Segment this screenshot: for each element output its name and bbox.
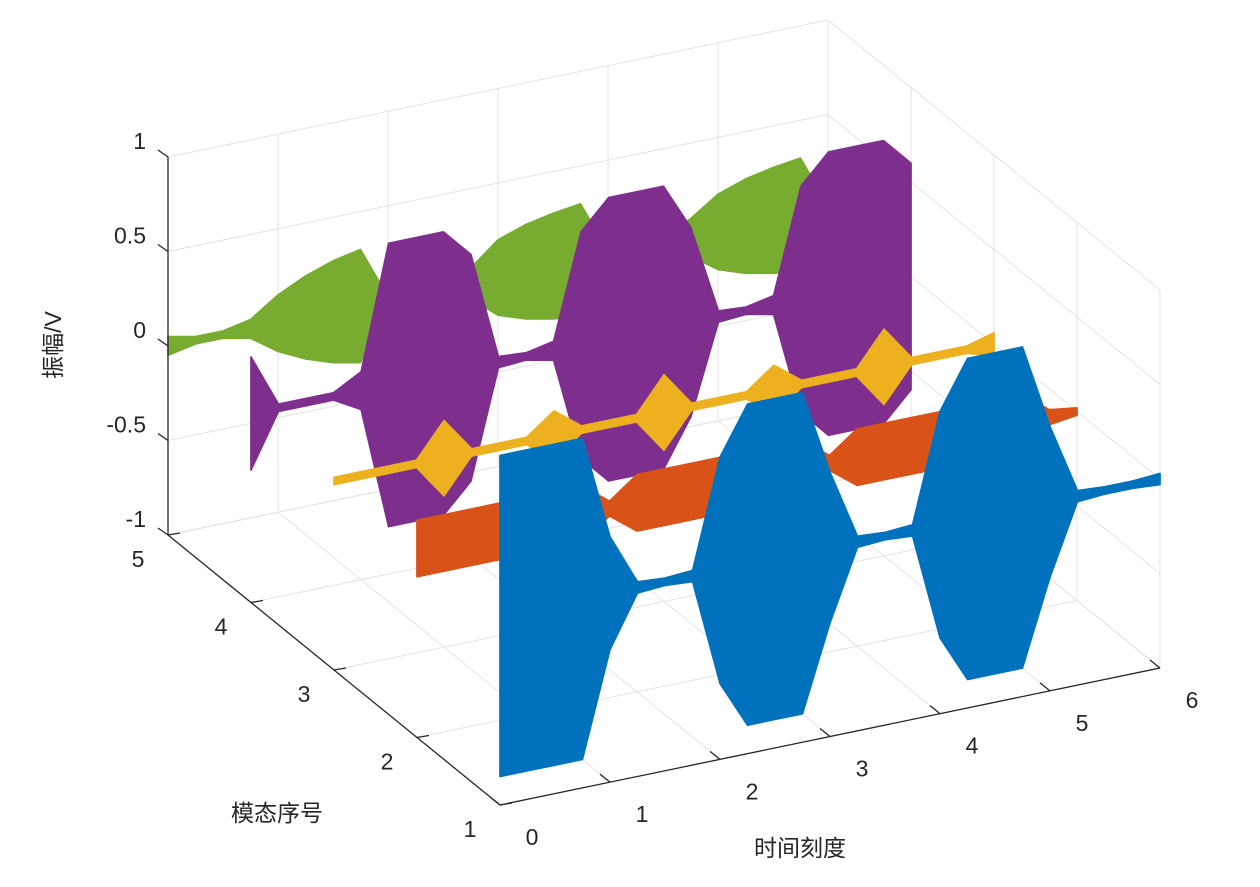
z-tick-label: -0.5: [106, 412, 146, 438]
x-tick-label: 1: [636, 801, 649, 827]
tick-mark: [819, 727, 831, 738]
z-tick-label: 1: [133, 128, 146, 154]
x-tick-label: 2: [746, 778, 759, 804]
tick-mark: [599, 773, 611, 783]
tick-mark: [333, 667, 347, 671]
tick-mark: [929, 705, 941, 715]
grid-line: [827, 19, 1161, 291]
grid-line: [333, 532, 995, 671]
x-tick-label: 4: [966, 733, 979, 759]
y-tick-label: 4: [215, 614, 228, 640]
tick-mark: [157, 527, 169, 536]
x-tick-label: 5: [1076, 710, 1089, 736]
tick-mark: [499, 802, 513, 806]
z-tick-label: 0.5: [114, 223, 146, 249]
grid-line: [167, 19, 829, 158]
y-tick-label: 1: [464, 816, 477, 842]
x-tick-label: 3: [856, 756, 869, 782]
z-axis-label: 振幅/V: [40, 310, 66, 378]
tick-mark: [1039, 682, 1051, 692]
tick-mark: [167, 532, 181, 536]
tick-mark: [1149, 659, 1161, 669]
z-tick-label: -1: [126, 506, 146, 532]
grid-line: [167, 114, 829, 252]
z-tick-label: 0: [133, 317, 146, 343]
tick-mark: [489, 796, 501, 806]
tick-mark: [157, 243, 169, 253]
data-layer: [167, 139, 1161, 778]
tick-mark: [250, 599, 264, 604]
axis-layer: 0 1 2 3 4 5 6 1 2 3 4 5 -1 -0.5 0 0.5 1: [106, 128, 1198, 850]
tick-mark: [709, 750, 721, 760]
x-axis-label: 时间刻度: [754, 835, 846, 861]
tick-mark: [416, 734, 430, 739]
y-tick-label: 5: [132, 546, 145, 572]
x-tick-label: 0: [526, 824, 539, 850]
tick-mark: [157, 149, 169, 158]
tick-mark: [157, 432, 169, 442]
tick-mark: [157, 338, 169, 347]
y-axis-label: 模态序号: [231, 800, 323, 826]
y-tick-label: 3: [298, 681, 311, 707]
y-tick-label: 2: [381, 749, 394, 775]
grid-line: [167, 397, 829, 536]
x-tick-label: 6: [1186, 687, 1199, 713]
